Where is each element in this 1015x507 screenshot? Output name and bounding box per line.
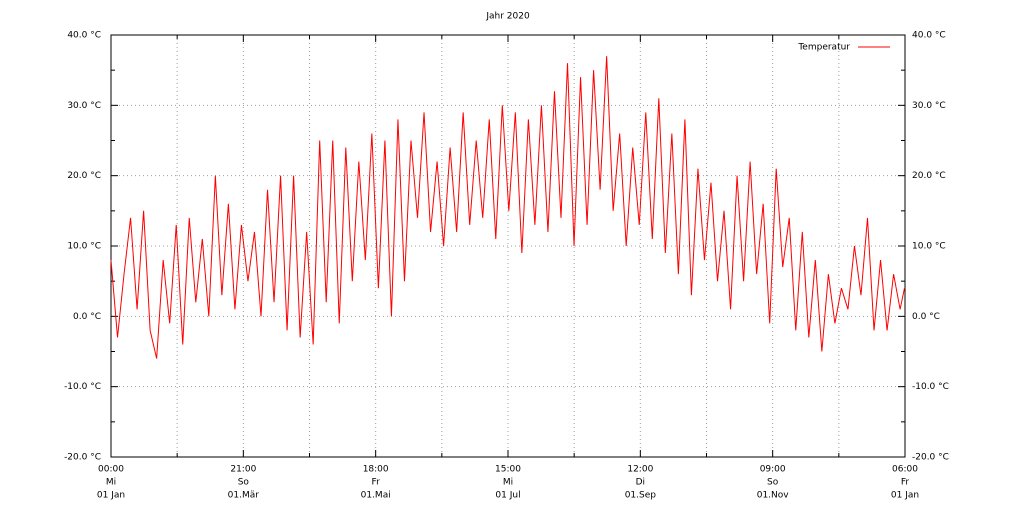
- y-tick-label: 20.0 °C: [67, 171, 101, 181]
- x-tick-label: 21:00: [230, 465, 256, 475]
- x-tick-label: 01 Jul: [495, 491, 520, 501]
- x-tick-label: 15:00: [495, 465, 521, 475]
- line-series: [110, 56, 905, 359]
- x-tick-label: So: [238, 478, 250, 488]
- x-tick-label: 01 Jan: [97, 491, 125, 501]
- y-tick-label: -20.0 °C: [64, 453, 101, 463]
- chart-title: Jahr 2020: [485, 12, 530, 22]
- x-tick-label: Mi: [503, 478, 513, 488]
- y-tick-label: -10.0 °C: [64, 382, 101, 392]
- x-tick-label: Fr: [901, 478, 910, 488]
- x-tick-label: 01.Mär: [228, 491, 260, 501]
- y2-tick-label: -20.0 °C: [912, 453, 949, 463]
- y2-tick-label: 30.0 °C: [912, 101, 946, 111]
- y2-tick-label: 40.0 °C: [912, 31, 946, 41]
- x-tick-label: 00:00: [98, 465, 124, 475]
- y-tick-label: 0.0 °C: [73, 312, 101, 322]
- x-tick-label: Mi: [106, 478, 116, 488]
- x-tick-label: 12:00: [627, 465, 653, 475]
- y2-tick-label: 10.0 °C: [912, 242, 946, 252]
- x-tick-label: 18:00: [363, 465, 389, 475]
- x-tick-label: 06:00: [892, 465, 918, 475]
- x-tick-label: 09:00: [760, 465, 786, 475]
- y-tick-label: 10.0 °C: [67, 242, 101, 252]
- y2-tick-label: 0.0 °C: [912, 312, 940, 322]
- y-tick-label: 30.0 °C: [67, 101, 101, 111]
- x-tick-label: Di: [636, 478, 645, 488]
- x-tick-label: Fr: [372, 478, 381, 488]
- x-tick-label: So: [767, 478, 779, 488]
- legend-label: Temperatur: [797, 43, 850, 53]
- y2-tick-label: 20.0 °C: [912, 171, 946, 181]
- plot-frame: [110, 34, 906, 458]
- x-tick-label: 01.Sep: [625, 491, 657, 501]
- y-tick-label: 40.0 °C: [67, 31, 101, 41]
- x-tick-label: 01.Nov: [757, 491, 790, 501]
- x-tick-label: 01.Mai: [361, 491, 391, 501]
- y2-tick-label: -10.0 °C: [912, 382, 949, 392]
- x-tick-label: 01 Jan: [891, 491, 919, 501]
